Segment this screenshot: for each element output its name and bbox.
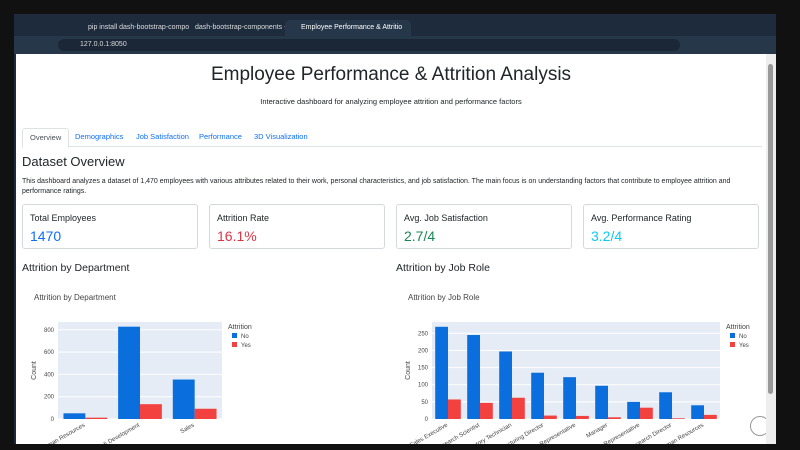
section-heading: Dataset Overview [22, 154, 125, 169]
y-tick-label: 0 [51, 417, 55, 423]
card-value: 1470 [30, 228, 62, 244]
tab-divider [22, 146, 762, 147]
scroll-button[interactable] [750, 416, 766, 436]
legend-swatch [730, 333, 735, 338]
page-content: Employee Performance & Attrition Analysi… [16, 54, 766, 444]
card-value: 3.2/4 [591, 228, 623, 244]
card-label: Attrition Rate [217, 213, 270, 223]
y-tick-label: 100 [418, 383, 429, 389]
y-tick-label: 0 [425, 417, 429, 423]
y-tick-label: 200 [418, 348, 429, 354]
bar [608, 417, 621, 419]
nav-tab-active[interactable]: Overview [22, 128, 70, 148]
legend-swatch [730, 342, 735, 347]
url-field[interactable]: 127.0.0.1:8050 [58, 39, 680, 51]
y-axis-label: Count [405, 361, 412, 380]
browser-tab-active[interactable]: Employee Performance & Attritio [285, 20, 411, 36]
legend-title: Attrition [228, 324, 252, 331]
x-tick-label: Research & Development [79, 422, 141, 444]
bar [544, 415, 557, 419]
bar [531, 372, 544, 419]
bar [704, 414, 717, 419]
stat-card: Total Employees 1470 [22, 204, 198, 249]
bar [140, 404, 162, 419]
bar [480, 402, 493, 419]
bar [563, 377, 576, 419]
chart-title: Attrition by Department [34, 293, 117, 302]
browser-tab[interactable]: pip install dash-bootstrap-compo [88, 24, 190, 31]
bar [194, 408, 217, 419]
browser-window: pip install dash-bootstrap-compo dash-bo… [14, 14, 776, 444]
y-axis-label: Count [31, 361, 38, 380]
nav-tab[interactable]: Performance [199, 132, 242, 141]
card-value: 2.7/4 [404, 228, 436, 244]
bar [435, 326, 448, 419]
legend-swatch [232, 342, 237, 347]
bar [659, 392, 672, 419]
nav-tab[interactable]: Demographics [75, 132, 124, 141]
y-tick-label: 150 [418, 366, 429, 372]
bar [448, 399, 461, 419]
legend-label: No [241, 334, 249, 340]
bar [467, 335, 480, 419]
bar [672, 418, 685, 419]
chart-heading: Attrition by Job Role [396, 262, 490, 274]
scroll-thumb[interactable] [768, 64, 773, 394]
bar [172, 379, 195, 419]
x-tick-label: Manager [585, 423, 609, 440]
x-tick-label: Sales Executive [409, 422, 450, 444]
stat-card: Avg. Job Satisfaction 2.7/4 [396, 204, 572, 249]
chart: Attrition by Department 0 200 400 600 800 Coun… [31, 293, 252, 444]
legend-label: Yes [739, 343, 749, 349]
y-tick-label: 600 [44, 350, 55, 356]
legend-label: Yes [241, 343, 251, 349]
browser-tab[interactable]: dash-bootstrap-components - Py [195, 24, 297, 31]
x-tick-label: Sales [180, 423, 196, 436]
address-bar: 127.0.0.1:8050 [14, 36, 776, 54]
chart-heading: Attrition by Department [22, 262, 130, 274]
bar [627, 401, 640, 419]
card-label: Total Employees [30, 213, 97, 223]
bar [118, 326, 140, 419]
bar [85, 417, 108, 419]
y-tick-label: 800 [44, 328, 55, 334]
scrollbar [766, 54, 776, 444]
bar [691, 405, 704, 419]
y-tick-label: 250 [418, 331, 429, 337]
bar [512, 397, 525, 419]
bar [576, 415, 589, 419]
nav-tab[interactable]: Job Satisfaction [136, 132, 189, 141]
y-tick-label: 400 [44, 372, 55, 378]
y-tick-label: 50 [421, 400, 428, 406]
bar [595, 385, 608, 419]
card-label: Avg. Performance Rating [591, 213, 692, 223]
page-subtitle: Interactive dashboard for analyzing empl… [260, 97, 522, 106]
stat-card: Avg. Performance Rating 3.2/4 [583, 204, 759, 249]
y-tick-label: 200 [44, 395, 55, 401]
nav-tab[interactable]: 3D Visualization [254, 132, 308, 141]
legend-swatch [232, 333, 237, 338]
legend-label: No [739, 334, 747, 340]
chart-title: Attrition by Job Role [408, 293, 480, 302]
bar [499, 351, 512, 419]
section-text: This dashboard analyzes a dataset of 1,4… [22, 178, 731, 195]
legend-title: Attrition [726, 324, 750, 331]
chart: Attrition by Job Role 0 50 100 150 200 250 Coun… [405, 293, 750, 444]
x-tick-label: Human Resources [40, 423, 86, 444]
bar [63, 413, 86, 419]
card-label: Avg. Job Satisfaction [404, 213, 488, 223]
page-title: Employee Performance & Attrition Analysi… [210, 64, 572, 85]
card-value: 16.1% [217, 228, 257, 244]
stat-card: Attrition Rate 16.1% [209, 204, 385, 249]
bar [640, 407, 653, 419]
